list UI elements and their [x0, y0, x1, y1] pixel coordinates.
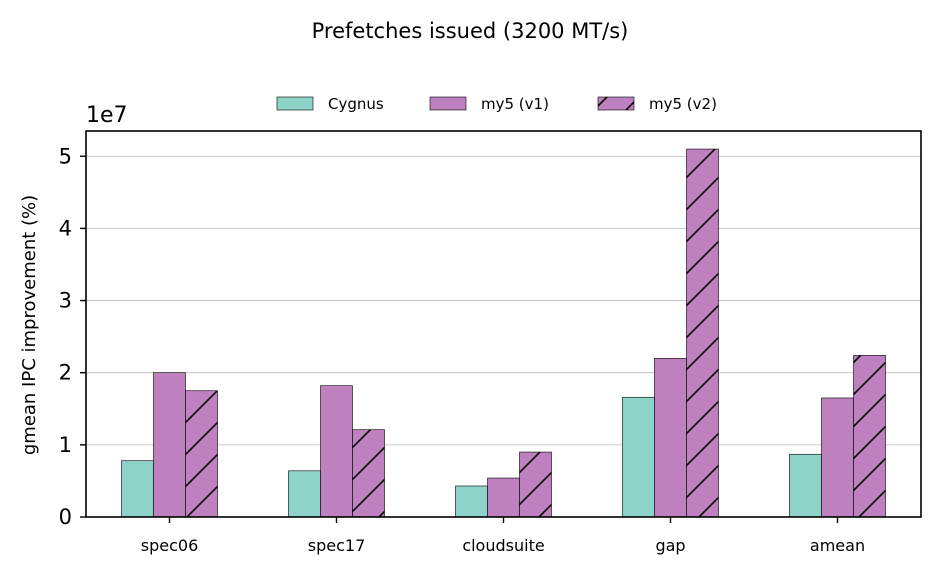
- y-offset-label: 1e7: [86, 103, 128, 128]
- bar: [622, 396, 655, 518]
- legend-swatch: [429, 96, 467, 111]
- y-tick-label: 5: [59, 144, 72, 168]
- bar-hatch: [185, 390, 218, 517]
- x-tick-label: amean: [810, 536, 865, 555]
- bar: [821, 397, 854, 518]
- legend-swatch: [276, 96, 314, 111]
- legend-label: my5 (v1): [481, 95, 549, 113]
- bar: [654, 357, 687, 518]
- chart-title: Prefetches issued (3200 MT/s): [312, 19, 629, 43]
- bar-hatch: [519, 452, 552, 517]
- y-axis-label: gmean IPC improvement (%): [19, 195, 40, 455]
- bar: [455, 485, 488, 518]
- bar: [121, 460, 154, 518]
- y-tick-label: 2: [59, 361, 72, 385]
- y-tick-label: 0: [59, 505, 72, 529]
- x-tick-label: spec06: [141, 536, 199, 555]
- bar: [789, 453, 822, 518]
- y-ticks: 0 1 2 3 4 5: [59, 144, 86, 529]
- bars: [121, 148, 886, 518]
- bar-hatch: [853, 355, 886, 517]
- legend-swatch-hatch: [598, 97, 634, 110]
- y-tick-label: 1: [59, 433, 72, 457]
- bar: [320, 385, 353, 518]
- x-tick-label: cloudsuite: [462, 536, 544, 555]
- y-tick-label: 3: [59, 289, 72, 313]
- bar-hatch: [352, 429, 385, 517]
- x-tick-label: gap: [655, 536, 685, 555]
- bar: [487, 477, 520, 518]
- x-tick-label: spec17: [308, 536, 366, 555]
- bar-hatch: [686, 149, 719, 517]
- y-tick-label: 4: [59, 216, 72, 240]
- legend: Cygnus my5 (v1) my5 (v2): [276, 95, 717, 113]
- bar: [288, 470, 321, 518]
- gridlines: [86, 155, 921, 446]
- bar: [153, 372, 186, 518]
- legend-label: Cygnus: [328, 95, 384, 113]
- x-ticks: spec06 spec17 cloudsuite gap amean: [141, 517, 865, 555]
- legend-label: my5 (v2): [649, 95, 717, 113]
